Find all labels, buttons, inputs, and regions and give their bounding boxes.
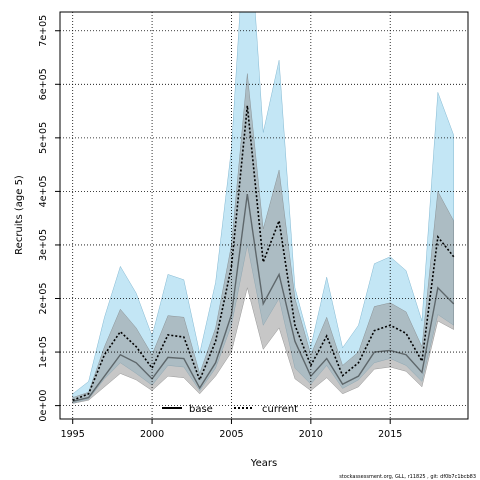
y-tick-label-4e+05: 4e+05 xyxy=(38,175,49,207)
x-tick-label-2005: 2005 xyxy=(219,429,243,440)
line-base xyxy=(72,193,455,403)
y-tick-label-1e+05: 1e+05 xyxy=(38,336,49,368)
x-tick-label-2015: 2015 xyxy=(378,429,402,440)
footer-caption: stockassessment.org, GLL, r11825 , git: … xyxy=(339,474,476,480)
grid-lines xyxy=(60,12,468,419)
y-tick-label-6e+05: 6e+05 xyxy=(38,68,49,100)
band-base xyxy=(72,73,454,404)
x-tick-label-1995: 1995 xyxy=(61,429,85,440)
legend-label-base: base xyxy=(189,404,213,415)
y-tick-label-2e+05: 2e+05 xyxy=(38,283,49,315)
confidence-bands xyxy=(72,12,454,404)
legend: base current xyxy=(162,404,298,415)
y-tick-label-0e+00: 0e+00 xyxy=(38,390,49,422)
plot-frame xyxy=(59,11,469,420)
line-current xyxy=(72,105,455,402)
series-lines xyxy=(72,105,455,403)
y-tick-label-5e+05: 5e+05 xyxy=(38,122,49,154)
y-tick-label-7e+05: 7e+05 xyxy=(38,15,49,47)
x-axis: 1995 2000 2005 2010 2015 xyxy=(61,419,402,440)
x-axis-title: Years xyxy=(250,458,277,469)
y-axis: 0e+00 1e+05 2e+05 3e+05 4e+05 5e+05 6e+05 7e+05 xyxy=(38,15,60,422)
y-axis-title: Recruits (age 5) xyxy=(14,175,25,255)
x-tick-label-2000: 2000 xyxy=(140,429,164,440)
y-tick-label-3e+05: 3e+05 xyxy=(38,229,49,261)
x-tick-label-2010: 2010 xyxy=(299,429,323,440)
legend-label-current: current xyxy=(262,404,298,415)
